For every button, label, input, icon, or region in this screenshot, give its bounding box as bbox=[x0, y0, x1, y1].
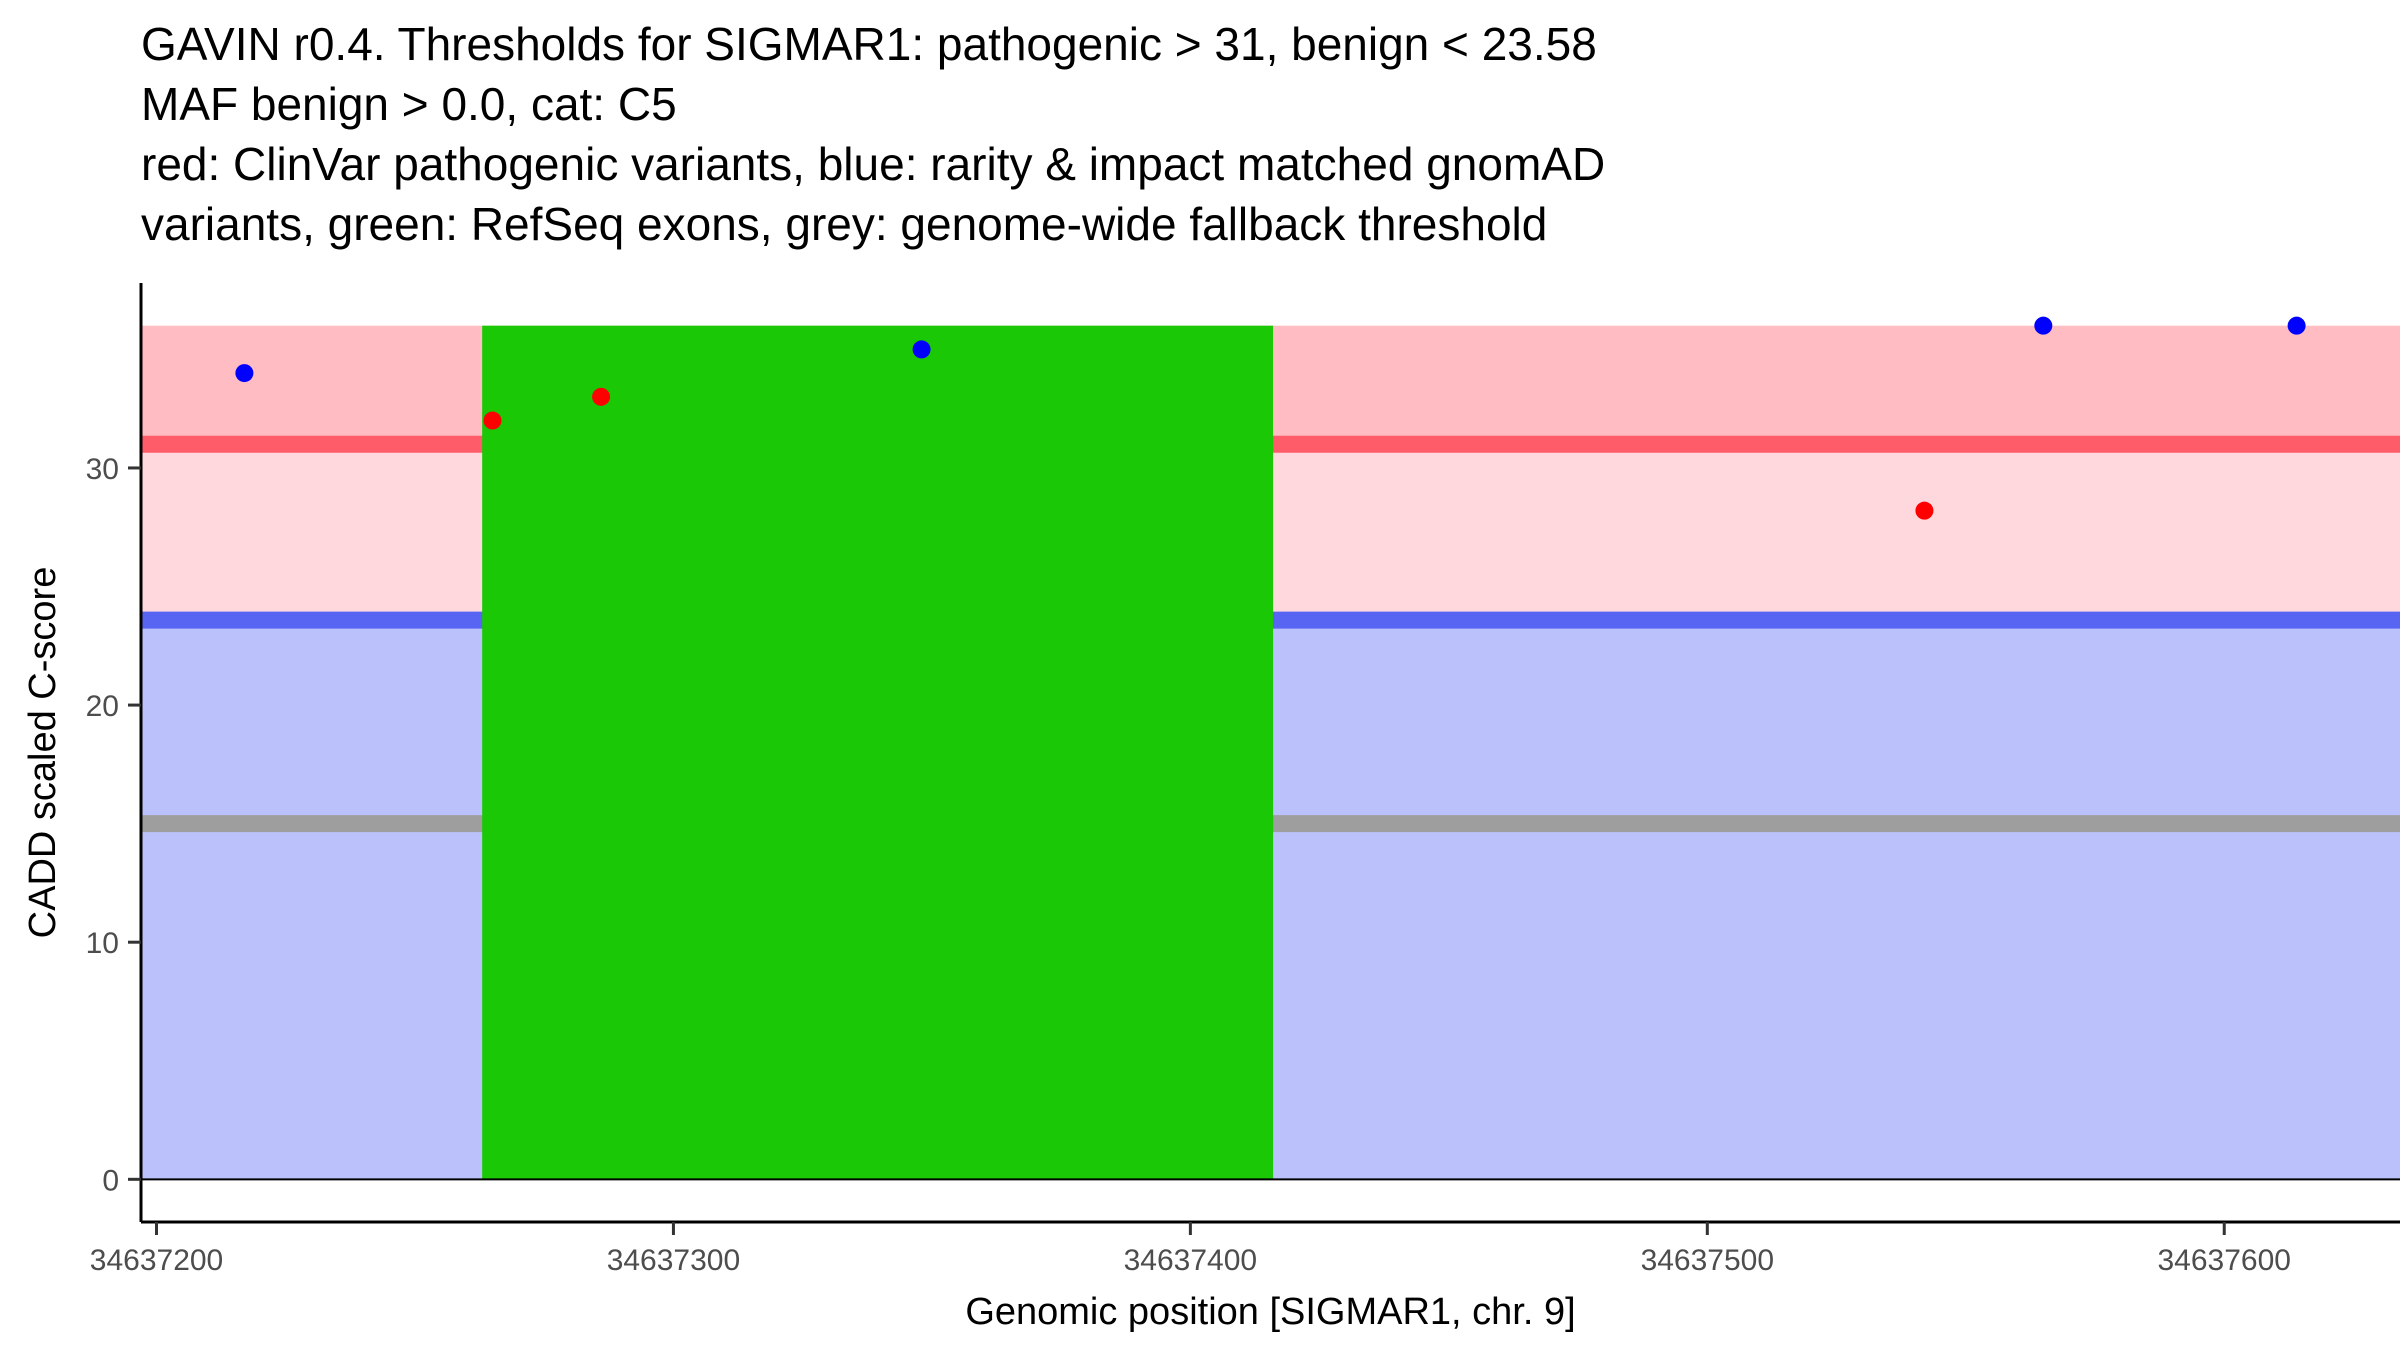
x-tick-label: 34637400 bbox=[1124, 1244, 1257, 1277]
data-point bbox=[1915, 501, 1934, 520]
y-axis-title: CADD scaled C-score bbox=[22, 567, 64, 939]
y-tick-label: 20 bbox=[86, 690, 119, 723]
data-point bbox=[2034, 316, 2053, 335]
data-point bbox=[912, 340, 931, 359]
y-tick-label: 30 bbox=[86, 453, 119, 486]
chart-title-line: variants, green: RefSeq exons, grey: gen… bbox=[141, 198, 1548, 250]
data-point bbox=[592, 387, 611, 406]
x-axis-title: Genomic position [SIGMAR1, chr. 9] bbox=[965, 1291, 1575, 1333]
chart-title: GAVIN r0.4. Thresholds for SIGMAR1: path… bbox=[141, 14, 1605, 254]
exon-regions bbox=[482, 325, 1274, 1180]
chart-title-line: MAF benign > 0.0, cat: C5 bbox=[141, 78, 677, 130]
chart-title-line: GAVIN r0.4. Thresholds for SIGMAR1: path… bbox=[141, 18, 1597, 70]
x-tick-label: 34637500 bbox=[1641, 1244, 1774, 1277]
exon-region bbox=[482, 325, 1274, 1180]
variant-points bbox=[235, 316, 2306, 520]
y-tick-label: 0 bbox=[102, 1164, 119, 1197]
x-tick-label: 34637600 bbox=[2158, 1244, 2291, 1277]
x-tick-label: 34637300 bbox=[607, 1244, 740, 1277]
data-point bbox=[483, 411, 502, 430]
data-point bbox=[2287, 316, 2306, 335]
y-tick-label: 10 bbox=[86, 927, 119, 960]
x-tick-label: 34637200 bbox=[90, 1244, 223, 1277]
axes: 34637200 34637300 34637400 34637500 34637600… bbox=[86, 283, 2400, 1277]
chart-title-line: red: ClinVar pathogenic variants, blue: … bbox=[141, 138, 1606, 190]
data-point bbox=[235, 364, 254, 383]
